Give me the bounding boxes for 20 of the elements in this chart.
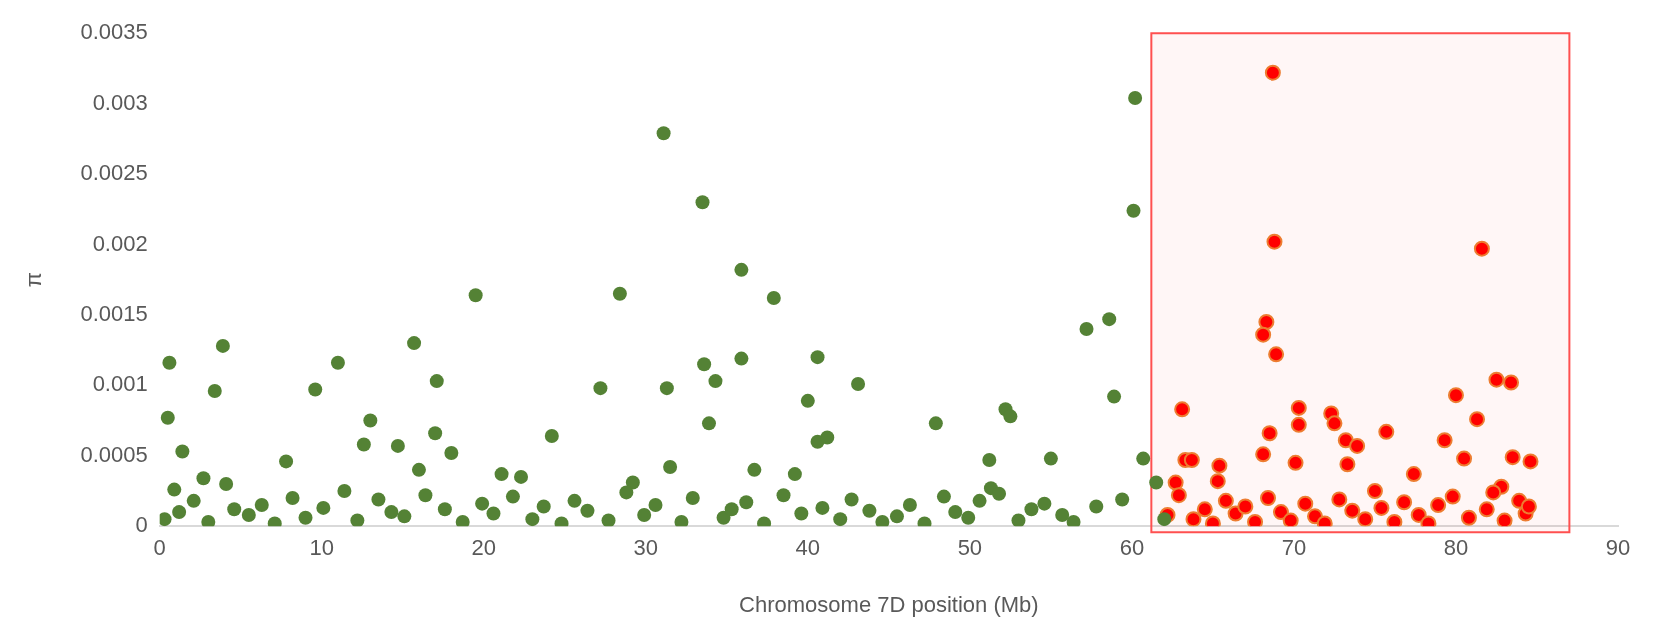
x-tick-label: 50 bbox=[957, 535, 983, 561]
y-tick-label: 0.002 bbox=[92, 230, 148, 256]
y-tick-label: 0.0035 bbox=[80, 19, 148, 45]
x-tick-label: 40 bbox=[795, 535, 821, 561]
y-tick-label: 0 bbox=[135, 512, 148, 538]
x-tick-label: 90 bbox=[1605, 535, 1631, 561]
y-tick-label: 0.0005 bbox=[80, 441, 148, 467]
x-tick-label: 80 bbox=[1443, 535, 1469, 561]
x-tick-label: 10 bbox=[309, 535, 334, 561]
x-tick-label: 0 bbox=[153, 535, 166, 561]
y-tick-label: 0.003 bbox=[92, 89, 148, 115]
y-axis-title: π bbox=[21, 272, 47, 288]
y-tick-label: 0.0025 bbox=[80, 160, 148, 186]
x-tick-label: 60 bbox=[1119, 535, 1145, 561]
y-tick-label: 0.001 bbox=[92, 371, 148, 397]
x-tick-label: 20 bbox=[471, 535, 496, 561]
x-tick-label: 30 bbox=[633, 535, 659, 561]
x-axis-title: Chromosome 7D position (Mb) bbox=[739, 591, 1039, 617]
x-tick-label: 70 bbox=[1281, 535, 1307, 561]
y-tick-label: 0.0015 bbox=[80, 300, 148, 326]
